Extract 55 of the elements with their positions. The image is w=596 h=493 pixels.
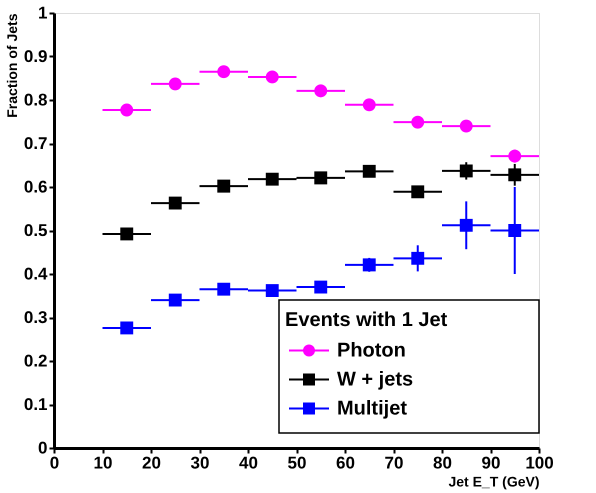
y-tick-label: 0 bbox=[38, 438, 48, 458]
point bbox=[362, 164, 376, 178]
y-tick-label: 0.4 bbox=[24, 264, 48, 284]
legend-label: W + jets bbox=[337, 368, 414, 390]
point bbox=[217, 65, 230, 78]
point bbox=[460, 164, 473, 178]
y-tick-label: 0.9 bbox=[24, 47, 48, 66]
x-tick-label: 20 bbox=[142, 454, 161, 472]
point bbox=[168, 196, 182, 210]
x-tick-label: 90 bbox=[482, 454, 500, 472]
point bbox=[508, 224, 522, 237]
point bbox=[120, 321, 134, 334]
x-tick-label: 60 bbox=[336, 454, 355, 472]
point bbox=[411, 116, 424, 129]
y-tick-label: 0.7 bbox=[24, 134, 48, 153]
point bbox=[362, 98, 376, 112]
point bbox=[411, 252, 424, 265]
x-tick-label: 70 bbox=[384, 454, 404, 472]
point bbox=[266, 172, 279, 186]
point bbox=[217, 282, 230, 296]
point bbox=[120, 104, 134, 116]
legend-label: Photon bbox=[337, 340, 406, 362]
point bbox=[314, 84, 328, 98]
point bbox=[314, 171, 328, 184]
x-axis-title: Jet E_T (GeV) bbox=[448, 474, 540, 490]
y-tick-label: 0.8 bbox=[24, 90, 48, 110]
point bbox=[508, 150, 522, 163]
point bbox=[460, 120, 473, 133]
point bbox=[460, 218, 473, 232]
y-tick-label: 0.6 bbox=[24, 178, 48, 196]
y-axis-title: Fraction of Jets bbox=[4, 13, 20, 118]
x-tick-label: 40 bbox=[239, 454, 258, 472]
point bbox=[266, 284, 279, 297]
point bbox=[120, 228, 134, 240]
x-tick-label: 80 bbox=[433, 454, 452, 472]
legend-label: Multijet bbox=[337, 398, 408, 420]
y-tick-label: 1 bbox=[38, 4, 48, 22]
point bbox=[314, 280, 328, 294]
point bbox=[508, 168, 522, 182]
y-tick-label: 0.5 bbox=[24, 221, 48, 240]
x-tick-label: 50 bbox=[288, 454, 306, 472]
x-tick-label: 100 bbox=[525, 454, 554, 472]
point bbox=[266, 70, 279, 84]
point bbox=[411, 185, 424, 198]
y-tick-label: 0.1 bbox=[24, 395, 48, 414]
x-tick-label: 0 bbox=[50, 454, 60, 472]
point bbox=[168, 77, 182, 90]
x-tick-label: 30 bbox=[190, 454, 210, 472]
x-tick-label: 10 bbox=[94, 454, 112, 472]
point bbox=[168, 294, 182, 307]
point bbox=[217, 180, 230, 193]
y-tick-label: 0.3 bbox=[24, 308, 48, 327]
legend-title: Events with 1 Jet bbox=[285, 309, 448, 331]
point bbox=[362, 258, 376, 272]
y-tick-label: 0.2 bbox=[24, 352, 48, 370]
